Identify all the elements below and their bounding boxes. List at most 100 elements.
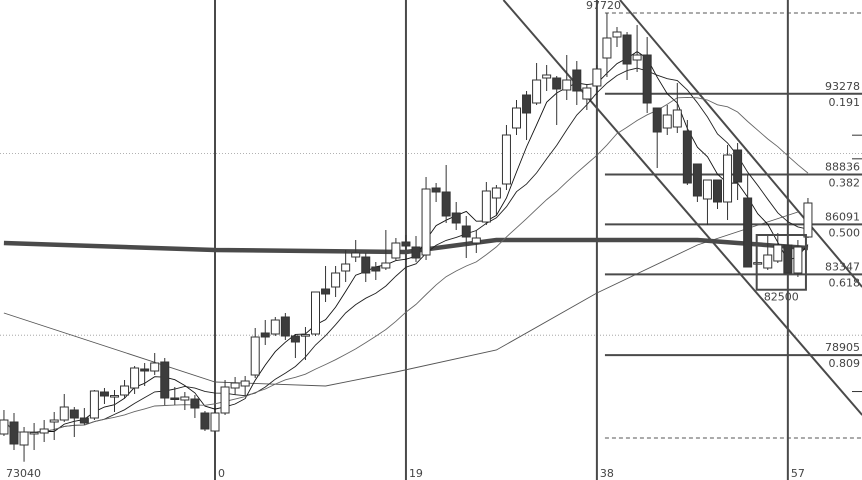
bullish-candle: [240, 380, 250, 387]
bullish-candle: [481, 190, 491, 223]
range-box: [755, 234, 807, 291]
fib-ratio-label: 0.809: [829, 357, 861, 370]
fib-price-label: 83347: [825, 260, 860, 273]
bullish-candle: [542, 74, 552, 79]
x-tick-label: 57: [791, 467, 805, 480]
bearish-candle: [622, 34, 632, 65]
bearish-candle: [733, 149, 743, 183]
bullish-candle: [381, 262, 391, 269]
bullish-candle: [300, 334, 310, 337]
bullish-candle: [331, 272, 341, 288]
bearish-candle: [572, 69, 582, 92]
bullish-candle: [29, 431, 39, 435]
bullish-candle: [49, 419, 59, 423]
bullish-candle: [210, 412, 220, 432]
bearish-candle: [321, 288, 331, 295]
bearish-candle: [461, 225, 471, 238]
bullish-candle: [130, 367, 140, 389]
bullish-candle: [773, 244, 783, 262]
bearish-candle: [371, 266, 381, 272]
bullish-candle: [491, 187, 501, 199]
bullish-candle: [582, 87, 592, 100]
bearish-candle: [190, 398, 200, 409]
bullish-candle: [230, 382, 240, 389]
x-tick-label: 0: [218, 467, 225, 480]
fib-price-label: 88836: [825, 161, 860, 174]
bullish-candle: [89, 390, 99, 419]
bearish-candle: [411, 246, 421, 259]
bullish-candle: [220, 386, 230, 414]
bearish-candle: [9, 421, 19, 445]
bullish-candle: [421, 188, 431, 256]
ma10-line: [3, 67, 809, 433]
bearish-candle: [713, 179, 722, 203]
high-price-label: 97720: [586, 0, 621, 12]
bearish-candle: [431, 187, 441, 193]
ma20-line: [3, 96, 809, 433]
bullish-candle: [672, 109, 682, 128]
bearish-candle: [522, 94, 532, 114]
fib-ratio-label: 0.382: [829, 177, 861, 190]
bullish-candle: [592, 68, 602, 87]
bearish-candle: [401, 241, 411, 247]
bearish-candle: [441, 191, 451, 217]
bullish-candle: [602, 37, 612, 59]
bullish-candle: [501, 134, 511, 185]
bullish-candle: [723, 154, 733, 203]
bearish-candle: [783, 244, 793, 274]
bullish-candle: [612, 31, 622, 38]
bullish-candle: [59, 406, 69, 421]
x-tick-label: 19: [409, 467, 423, 480]
bearish-candle: [743, 197, 753, 268]
bearish-candle: [361, 256, 371, 274]
bearish-candle: [692, 163, 702, 197]
bullish-candle: [803, 202, 813, 238]
fib-ratio-label: 0.618: [829, 276, 861, 289]
bullish-candle: [532, 79, 542, 104]
bullish-candle: [763, 254, 773, 269]
bullish-candle: [662, 114, 672, 129]
range-box-label: 82500: [764, 291, 799, 304]
bearish-candle: [290, 335, 300, 343]
bullish-candle: [311, 291, 320, 335]
low-price-label: 73040: [6, 467, 41, 480]
bullish-candle: [702, 179, 712, 200]
bullish-candle: [793, 246, 803, 274]
bullish-candle: [39, 428, 49, 434]
bearish-candle: [140, 368, 150, 372]
fib-ratio-label: 0.500: [829, 226, 861, 239]
bearish-candle: [552, 77, 562, 90]
bullish-candle: [120, 385, 130, 396]
bearish-candle: [280, 316, 290, 337]
bearish-candle: [200, 412, 210, 430]
bearish-candle: [99, 391, 109, 397]
bullish-candle: [632, 54, 642, 61]
bearish-candle: [652, 107, 662, 133]
bullish-candle: [0, 419, 9, 435]
bullish-candle: [19, 431, 29, 446]
x-tick-label: 38: [600, 467, 614, 480]
bearish-candle: [682, 130, 692, 184]
bearish-candle: [160, 361, 170, 399]
fib-price-label: 86091: [825, 210, 860, 223]
channel-line: [502, 0, 862, 416]
bearish-candle: [170, 397, 180, 400]
bullish-candle: [110, 395, 119, 398]
bullish-candle: [150, 362, 160, 372]
bullish-candle: [341, 263, 351, 272]
thick-moving-average-line: [3, 237, 809, 255]
fib-ratio-label: 0.191: [829, 96, 861, 109]
bearish-candle: [642, 54, 652, 104]
fib-price-label: 93278: [825, 80, 860, 93]
fib-price-label: 78905: [825, 341, 860, 354]
bullish-candle: [270, 319, 280, 335]
bullish-candle: [180, 396, 190, 401]
bearish-candle: [69, 409, 79, 419]
bullish-candle: [250, 336, 260, 376]
bullish-candle: [351, 252, 361, 258]
bullish-candle: [753, 262, 763, 265]
channel-line: [619, 0, 862, 288]
bullish-candle: [562, 79, 572, 91]
bullish-candle: [471, 237, 481, 244]
